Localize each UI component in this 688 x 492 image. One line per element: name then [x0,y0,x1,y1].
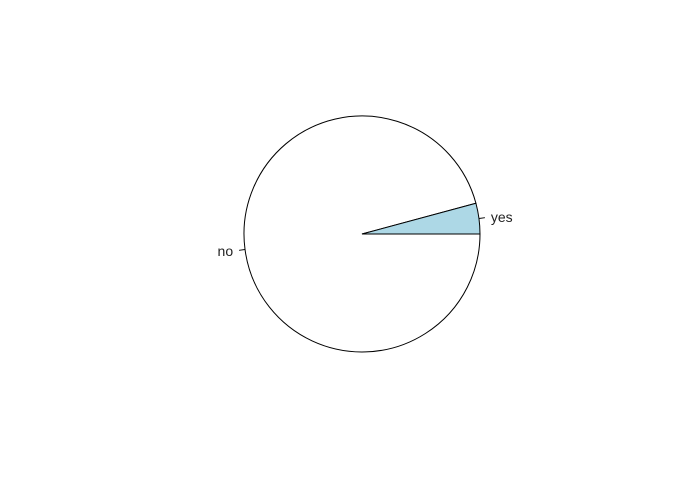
slice-label-yes: yes [491,209,513,225]
pie-slices [243,115,481,353]
label-ticks [239,217,485,251]
slice-label-no: no [218,243,234,259]
slice-labels: no yes [218,209,513,259]
label-tick-no [239,249,246,251]
label-tick-yes [478,217,485,219]
